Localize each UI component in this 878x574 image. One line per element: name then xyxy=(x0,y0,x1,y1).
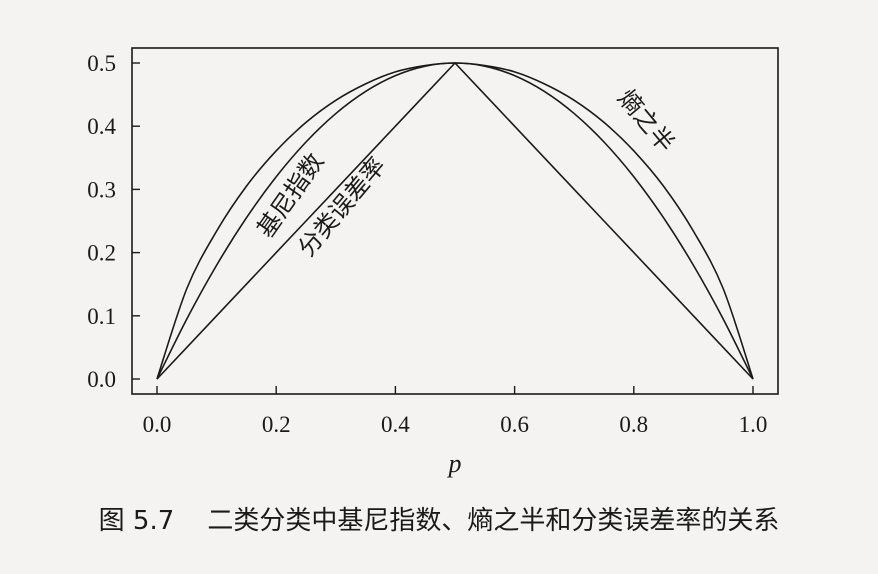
label-entropy-half: 熵之半 xyxy=(612,84,680,157)
series-entropy-half xyxy=(156,62,754,380)
x-tick-label: 0.8 xyxy=(619,412,648,437)
y-tick-label: 0.3 xyxy=(87,177,116,202)
x-tick-label: 0.0 xyxy=(143,412,172,437)
series-gini-index xyxy=(156,62,754,380)
x-axis-ticks: 0.0 0.2 0.4 0.6 0.8 1.0 xyxy=(143,386,768,437)
y-axis-ticks: 0.0 0.1 0.2 0.3 0.4 0.5 xyxy=(87,51,140,392)
chart: 0.0 0.2 0.4 0.6 0.8 1.0 0.00.10.20.30.40.5 p … xyxy=(87,47,779,478)
x-axis-label: p xyxy=(447,449,462,478)
series-error-rate xyxy=(156,61,754,380)
x-tick-label: 1.0 xyxy=(739,412,768,437)
y-tick-label: 0.5 xyxy=(87,51,116,76)
y-tick-label: 0.0 xyxy=(87,367,116,392)
series-lines xyxy=(156,61,754,380)
y-tick-label: 0.4 xyxy=(87,114,116,139)
x-tick-label: 0.4 xyxy=(381,412,410,437)
x-tick-label: 0.6 xyxy=(500,412,529,437)
x-tick-label: 0.2 xyxy=(262,412,291,437)
figure-caption: 图 5.7 二类分类中基尼指数、熵之半和分类误差率的关系 xyxy=(98,506,780,536)
y-tick-label: 0.1 xyxy=(87,304,116,329)
plot-frame xyxy=(131,47,779,395)
y-tick-label: 0.2 xyxy=(87,241,116,266)
